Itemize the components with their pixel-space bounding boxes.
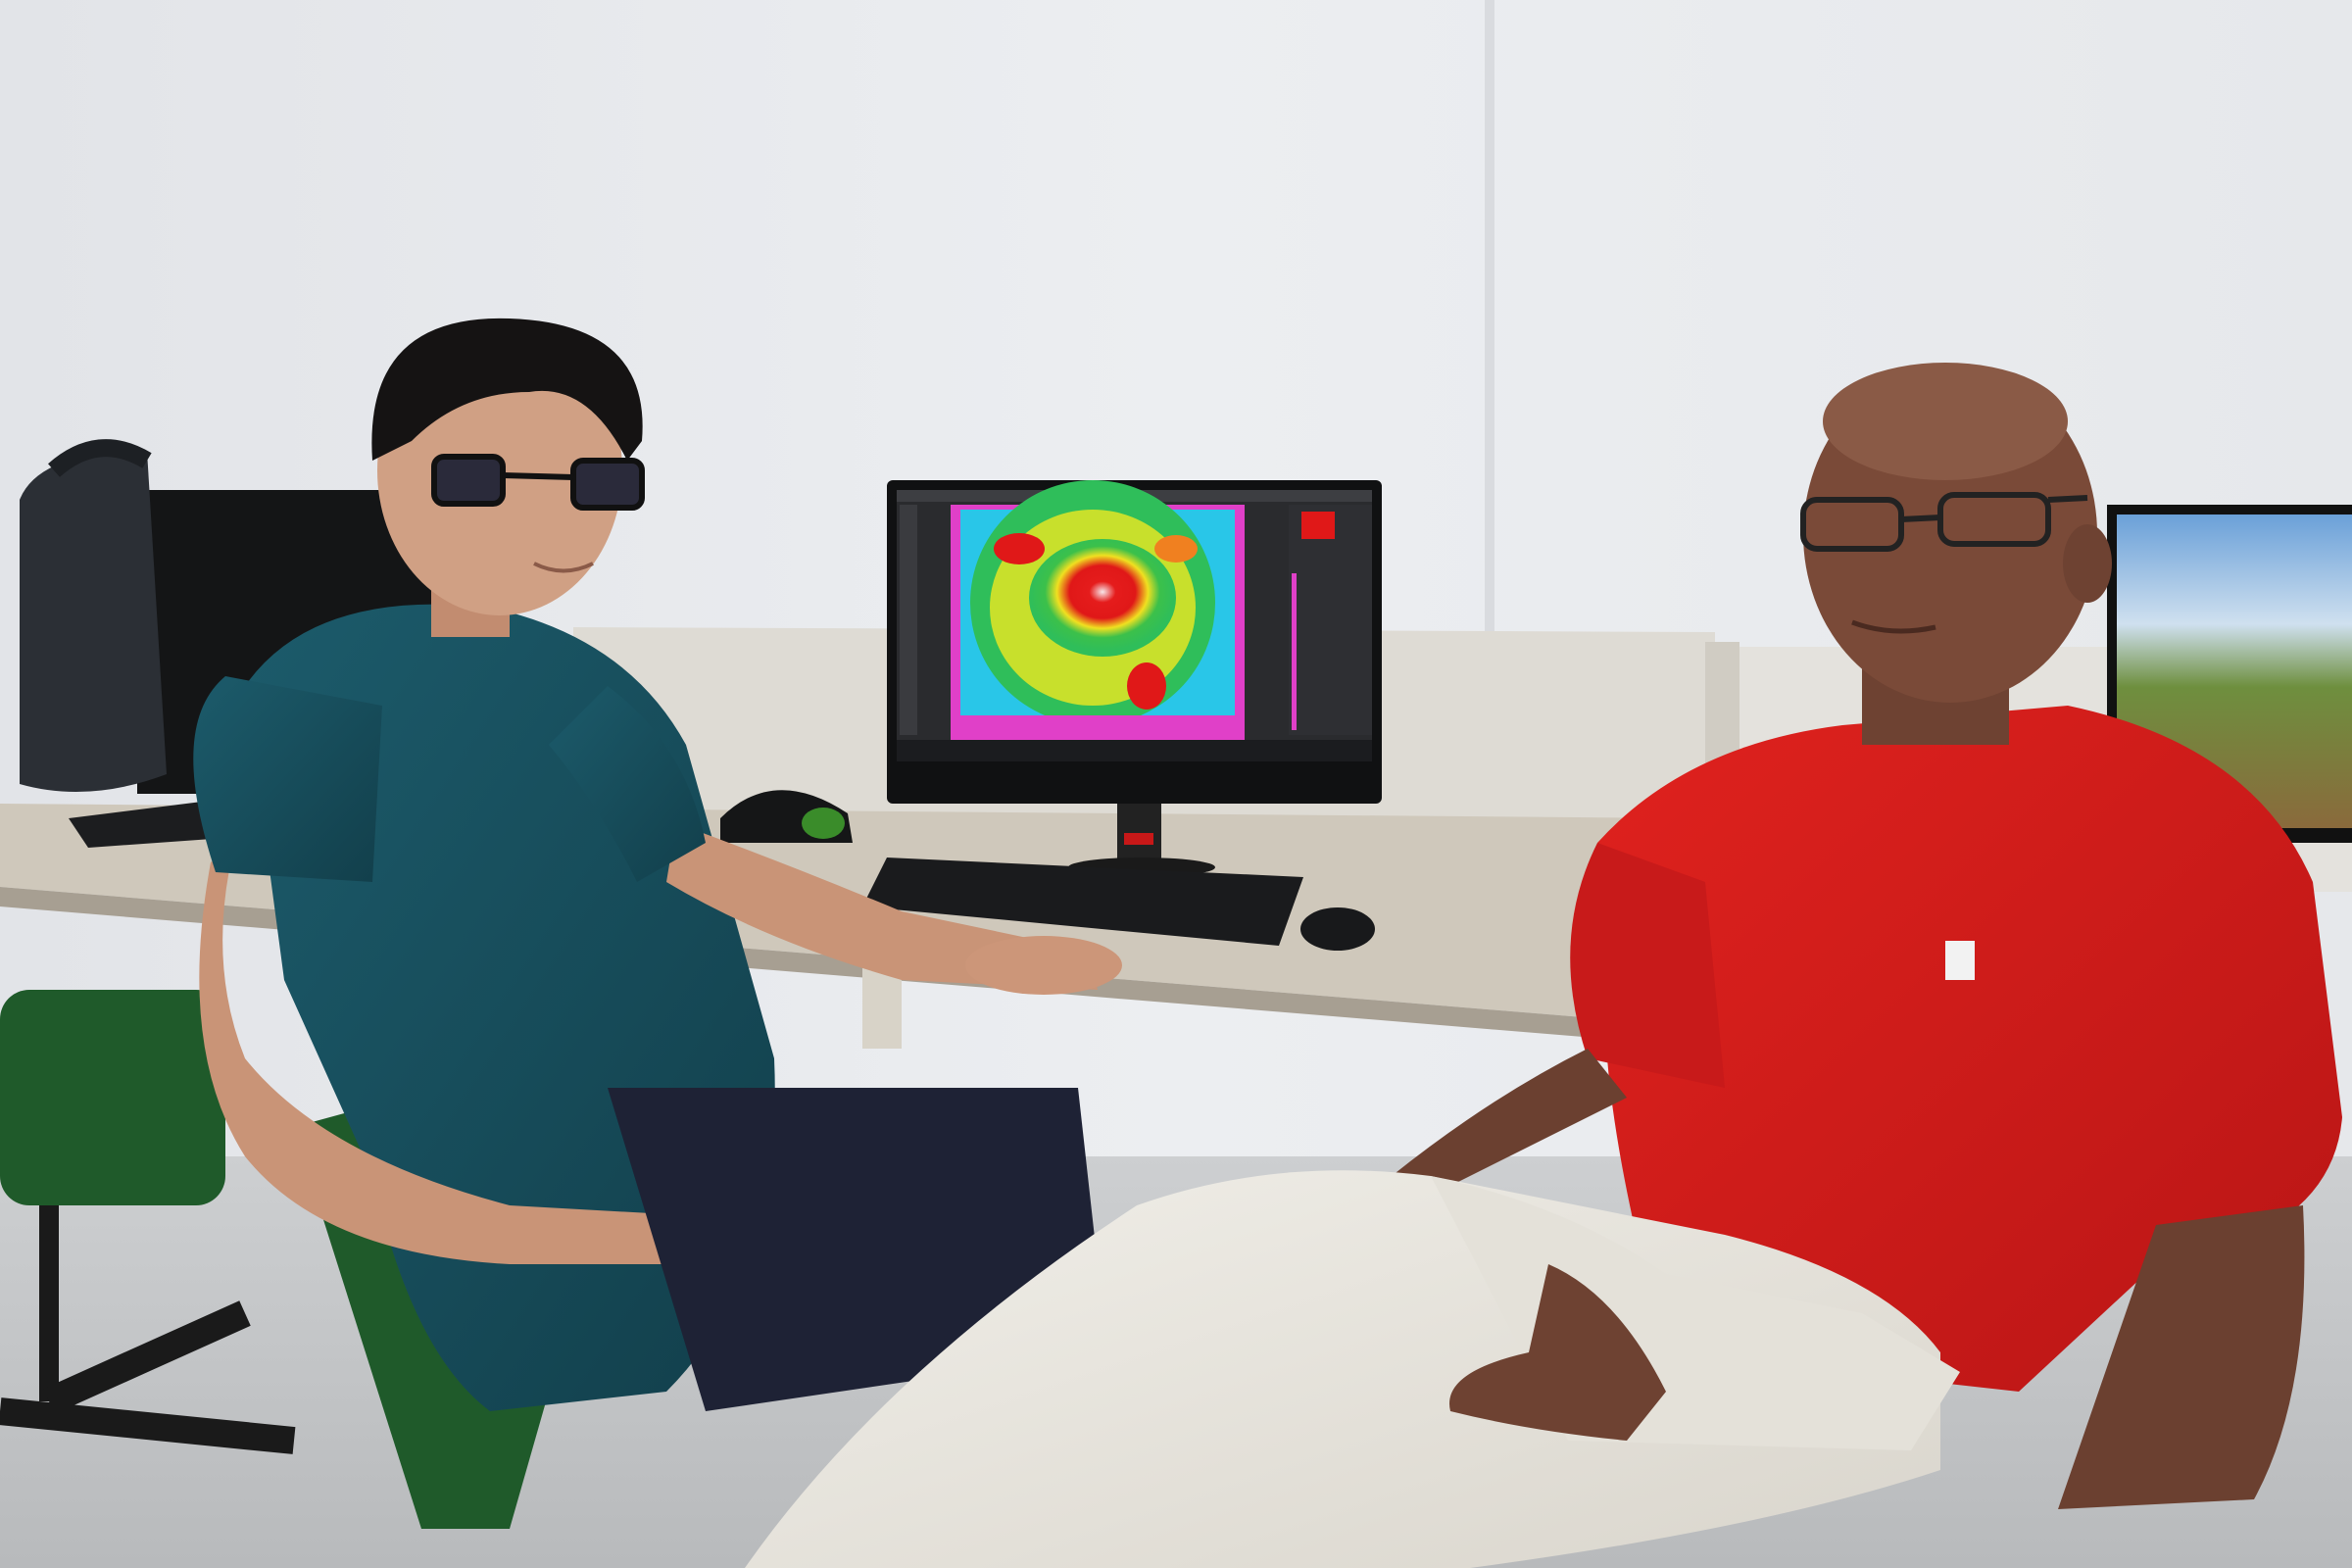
app-toolbar	[900, 505, 917, 735]
thermal-hotspot-2	[1154, 535, 1198, 563]
red-man-mouth	[1851, 619, 1936, 634]
thermal-hot	[1029, 539, 1176, 657]
wall-seam	[1485, 0, 1494, 637]
backpack	[20, 451, 167, 792]
shirt-patch	[1945, 941, 1975, 980]
right-hand	[965, 936, 1122, 995]
left-man-glasses-bridge	[502, 472, 574, 480]
left-arm	[199, 843, 687, 1264]
left-chair-base	[0, 1300, 296, 1454]
center-keyboard	[862, 858, 1303, 946]
monitor-stand-accent	[1124, 833, 1153, 845]
left-man-hair	[371, 318, 643, 461]
thermal-thumbnail	[1301, 512, 1335, 539]
red-man-glasses-bridge	[1900, 514, 1941, 522]
left-chair-post	[39, 1205, 59, 1401]
backpack-handle	[48, 439, 152, 477]
left-man-glasses-right	[570, 458, 645, 511]
red-man-left-arm	[1392, 1049, 1627, 1215]
app-side-panel	[1289, 505, 1372, 735]
thermal-hotspot-3	[1127, 662, 1166, 710]
taskbar	[897, 740, 1372, 761]
mouse	[1300, 907, 1375, 951]
red-man-scalp-highlight	[1823, 363, 2068, 480]
red-t-shirt	[1597, 706, 2342, 1392]
red-man-right-arm	[2058, 1205, 2305, 1509]
headset-earcup	[802, 808, 845, 839]
red-man-glasses-arm	[2047, 495, 2088, 503]
thermal-scale-bar	[1292, 573, 1297, 730]
left-man-mouth	[533, 562, 594, 573]
thermal-hotspot-1	[994, 533, 1045, 564]
left-man-glasses-left	[431, 454, 506, 507]
left-chair-seat	[0, 990, 225, 1205]
red-man-glasses-left	[1800, 497, 1904, 552]
right-sleeve	[549, 686, 706, 882]
left-sleeve	[193, 676, 382, 882]
red-man-hand	[1449, 1264, 1666, 1441]
red-man-ear	[2063, 524, 2112, 603]
red-left-sleeve	[1570, 843, 1725, 1088]
thermal-bottom	[951, 715, 1245, 740]
